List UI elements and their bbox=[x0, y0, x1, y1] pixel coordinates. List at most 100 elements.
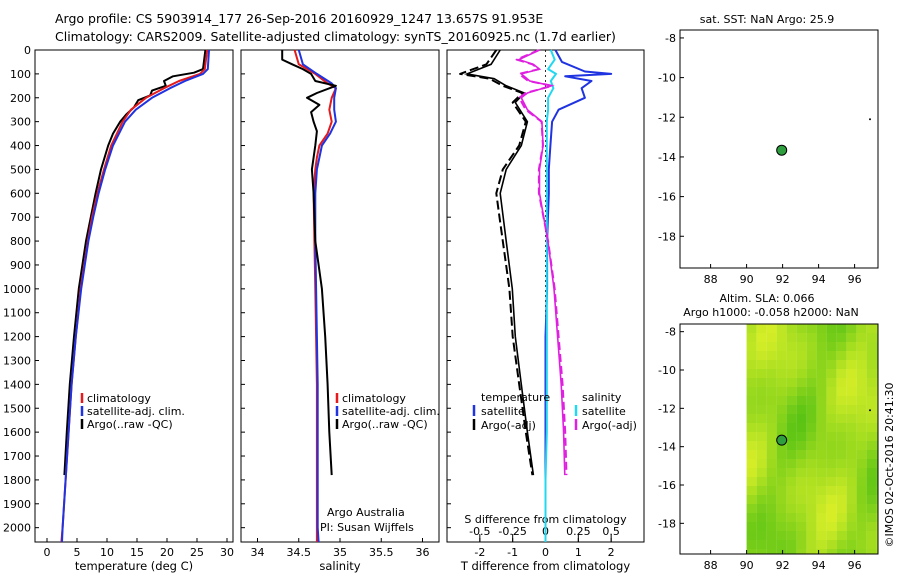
sla_map-field-cell bbox=[816, 369, 827, 378]
sla_map-field-cell bbox=[766, 504, 777, 513]
sla_map-field-cell bbox=[756, 486, 767, 495]
sla_map-field-cell bbox=[876, 369, 878, 378]
sst_map-y-tick-label: -18 bbox=[658, 230, 676, 243]
sla_map-field-cell bbox=[866, 459, 877, 468]
temperature-x-tick-label: 5 bbox=[74, 546, 81, 559]
sla_map-field-cell bbox=[866, 360, 877, 369]
sla_map-field-cell bbox=[756, 513, 767, 522]
salinity-x-tick-label: 36 bbox=[416, 546, 430, 559]
sla_map-field-cell bbox=[776, 333, 787, 342]
sla_map-island-dot bbox=[869, 409, 871, 412]
sla_map-field-cell bbox=[756, 414, 767, 423]
sla_map-field-cell bbox=[836, 369, 847, 378]
sla_map-field-cell bbox=[866, 513, 877, 522]
sla_map-field-cell bbox=[846, 540, 857, 549]
sla_map-field-cell bbox=[846, 549, 857, 554]
sla_map-field-cell bbox=[846, 396, 857, 405]
sla_map-field-cell bbox=[806, 531, 817, 540]
sla_map-field-cell bbox=[746, 378, 757, 387]
temperature-y-tick-label: 700 bbox=[10, 211, 31, 224]
sla_map-field-cell bbox=[746, 522, 757, 531]
sla_map-field-cell bbox=[816, 351, 827, 360]
sla_map-field-cell bbox=[836, 342, 847, 351]
sla_map-field-cell bbox=[866, 477, 877, 486]
sla_map-field-cell bbox=[836, 414, 847, 423]
sla_map-field-cell bbox=[826, 459, 837, 468]
sla_map-field-cell bbox=[766, 522, 777, 531]
sla_map-field-cell bbox=[766, 369, 777, 378]
temperature-y-tick-label: 100 bbox=[10, 68, 31, 81]
sla_map-field-cell bbox=[786, 522, 797, 531]
sla_map-field-cell bbox=[816, 378, 827, 387]
sla_map-field-cell bbox=[756, 495, 767, 504]
sla_map-field-cell bbox=[856, 531, 867, 540]
sla_map-field-cell bbox=[846, 432, 857, 441]
temperature-y-tick-label: 0 bbox=[24, 44, 31, 57]
sla_map-field-cell bbox=[806, 378, 817, 387]
sla_map-field-cell bbox=[776, 396, 787, 405]
sla_map-field-cell bbox=[876, 513, 878, 522]
sla_map-field-cell bbox=[776, 360, 787, 369]
sla_map-field-cell bbox=[826, 486, 837, 495]
sla_map-field-cell bbox=[876, 324, 878, 333]
sla_map-field-cell bbox=[776, 369, 787, 378]
sla_map-field-cell bbox=[876, 504, 878, 513]
sla_map-field-cell bbox=[836, 432, 847, 441]
sla_map-field-cell bbox=[816, 324, 827, 333]
sla_map-y-tick-label: -8 bbox=[665, 326, 676, 339]
sla_map-field-cell bbox=[806, 486, 817, 495]
sla_map-field-cell bbox=[776, 522, 787, 531]
sla_map-field-cell bbox=[766, 360, 777, 369]
sla_map-field-cell bbox=[816, 540, 827, 549]
sla_map-field-cell bbox=[856, 450, 867, 459]
sla_map-field-cell bbox=[756, 378, 767, 387]
sla_map-field-cell bbox=[846, 441, 857, 450]
sla_map-field-cell bbox=[816, 513, 827, 522]
sla_map-field-cell bbox=[746, 342, 757, 351]
sla_map-field-cell bbox=[856, 486, 867, 495]
sla_map-field-cell bbox=[786, 342, 797, 351]
sla_map-field-cell bbox=[836, 378, 847, 387]
sla_map-field-cell bbox=[766, 342, 777, 351]
sla_map-field-cell bbox=[756, 540, 767, 549]
sla_map-field-cell bbox=[806, 432, 817, 441]
sla_map-y-tick-label: -14 bbox=[658, 441, 676, 454]
sla_map-field-cell bbox=[846, 450, 857, 459]
salinity-legend-label: satellite-adj. clim. bbox=[342, 405, 440, 418]
sla_map-field-cell bbox=[796, 450, 807, 459]
sla_map-field-cell bbox=[796, 396, 807, 405]
temperature-x-tick-label: 20 bbox=[160, 546, 174, 559]
sst_map-x-tick-label: 94 bbox=[812, 273, 826, 286]
sla_map-field-cell bbox=[776, 450, 787, 459]
sla_map-field-cell bbox=[856, 396, 867, 405]
sla_map-field-cell bbox=[776, 549, 787, 554]
sla_map-field-cell bbox=[856, 414, 867, 423]
sla_map-field-cell bbox=[856, 540, 867, 549]
sla_map-field-cell bbox=[756, 531, 767, 540]
sla_map-field-cell bbox=[796, 342, 807, 351]
sla_map-field-cell bbox=[876, 423, 878, 432]
sla_map-y-tick-label: -10 bbox=[658, 364, 676, 377]
sla_map-field-cell bbox=[746, 450, 757, 459]
sla_map-field-cell bbox=[856, 477, 867, 486]
sla_map-field-cell bbox=[806, 477, 817, 486]
sla_map-field-cell bbox=[836, 387, 847, 396]
title-line-2: Climatology: CARS2009. Satellite-adjuste… bbox=[55, 29, 616, 44]
sst_map-argo-position bbox=[776, 144, 788, 156]
salinity-annotation-line-1: Argo Australia bbox=[327, 506, 405, 519]
temperature-legend-label: satellite-adj. clim. bbox=[87, 405, 185, 418]
temperature-y-tick-label: 400 bbox=[10, 140, 31, 153]
sla_map-field-cell bbox=[786, 513, 797, 522]
sla_map-field-cell bbox=[746, 414, 757, 423]
sla_map-field-cell bbox=[806, 324, 817, 333]
sla_map-field-cell bbox=[876, 333, 878, 342]
sla_map-field-cell bbox=[826, 504, 837, 513]
sla_map-field-cell bbox=[746, 432, 757, 441]
sla_map-field-cell bbox=[846, 477, 857, 486]
sla_map-field-cell bbox=[766, 432, 777, 441]
sla_map-field-cell bbox=[836, 486, 847, 495]
sla_map-field-cell bbox=[806, 495, 817, 504]
salinity-frame bbox=[240, 49, 440, 543]
sla_map-field-cell bbox=[826, 369, 837, 378]
